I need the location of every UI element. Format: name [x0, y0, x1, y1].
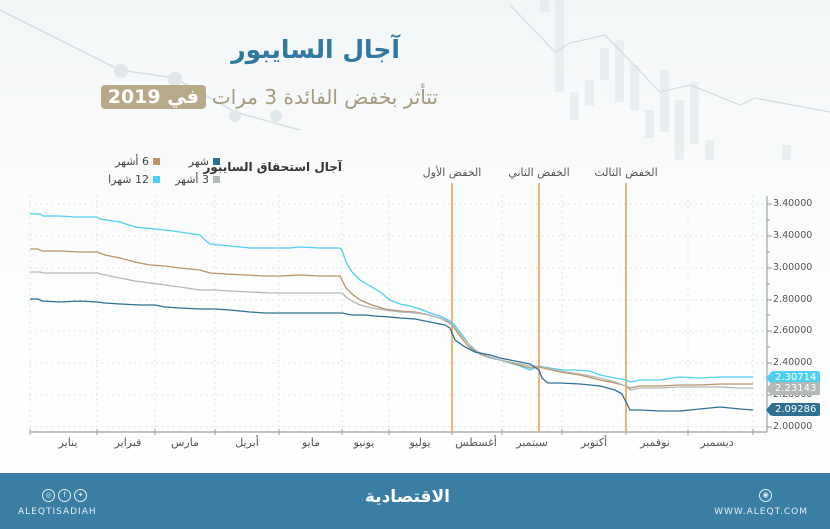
x-tick-nov: نوفمبر	[640, 436, 670, 449]
chart-subtitle: تتأثر بخفض الفائدة 3 مرات	[211, 85, 438, 109]
series-3-months	[30, 271, 753, 391]
social-icons: ◎ f ✦	[42, 489, 87, 502]
x-tick-jan: يناير	[58, 436, 78, 449]
legend-label: 3 أشهر	[175, 173, 209, 186]
x-tick-jul: يوليو	[409, 436, 431, 449]
y-tick: 3.40000	[773, 198, 813, 209]
subtitle-row: تتأثر بخفض الفائدة 3 مرات في 2019	[100, 82, 438, 112]
legend-swatch-icon	[153, 158, 160, 165]
brand-logo: الاقتصادية	[364, 487, 450, 507]
cut-label-first: الخفض الأول	[422, 166, 482, 179]
x-tick-jun: يونيو	[353, 436, 375, 449]
y-tick: 3.00000	[773, 262, 813, 273]
web-icon-wrap: ◉	[759, 489, 772, 502]
legend-item-1-month: شهر	[189, 155, 220, 168]
globe-icon[interactable]: ◉	[759, 489, 772, 502]
x-tick-apr: أبريل	[235, 436, 259, 449]
facebook-icon[interactable]: f	[58, 489, 71, 502]
legend-label: 12 شهرا	[108, 173, 149, 186]
legend-item-3-months: 3 أشهر	[175, 173, 220, 186]
x-tick-dec: ديسمبر	[700, 436, 734, 449]
twitter-icon[interactable]: ✦	[74, 489, 87, 502]
instagram-icon[interactable]: ◎	[42, 489, 55, 502]
legend: آجال استحقاق السايبور شهر 3 أشهر 6 أشهر …	[100, 152, 350, 192]
line-chart	[29, 183, 772, 435]
social-handle[interactable]: ALEQTISADIAH	[18, 507, 97, 517]
series-1-month	[30, 298, 754, 412]
y-tick: 3.40000	[773, 230, 813, 241]
y-tick: 2.00000	[773, 421, 813, 432]
y-tick: 2.40000	[773, 357, 813, 368]
legend-item-6-months: 6 أشهر	[115, 155, 160, 168]
legend-swatch-icon	[153, 176, 160, 183]
x-tick-mar: مارس	[171, 436, 199, 449]
legend-title: آجال استحقاق السايبور	[203, 160, 342, 174]
cut-label-third: الخفض الثالث	[594, 166, 658, 179]
end-tag-12-months: 2.30714	[765, 371, 821, 384]
end-tag-1-month: 2.09286	[765, 403, 821, 416]
series-6-months	[30, 248, 753, 389]
x-tick-oct: أكتوبر	[580, 436, 608, 449]
legend-swatch-icon	[213, 176, 220, 183]
legend-label: 6 أشهر	[115, 155, 149, 168]
y-tick: 2.80000	[773, 294, 813, 305]
cut-label-second: الخفض الثاني	[508, 166, 570, 179]
chart-title: آجال السايبور	[231, 35, 400, 64]
end-tag-3-months: 2.23143	[765, 382, 821, 395]
year-badge: في 2019	[100, 85, 206, 109]
legend-item-12-months: 12 شهرا	[108, 173, 160, 186]
x-tick-aug: أغسطس	[455, 436, 497, 449]
series-12-months	[30, 213, 753, 383]
legend-label: شهر	[188, 155, 209, 168]
x-tick-feb: فبراير	[114, 436, 142, 449]
legend-swatch-icon	[213, 158, 220, 165]
x-tick-may: مايو	[302, 436, 320, 449]
y-tick: 2.60000	[773, 325, 813, 336]
website-link[interactable]: WWW.ALEQT.COM	[714, 507, 808, 517]
x-tick-sep: سبتمبر	[516, 436, 548, 449]
footer: ◎ f ✦ ALEQTISADIAH الاقتصادية ◉ WWW.ALEQ…	[0, 473, 830, 529]
